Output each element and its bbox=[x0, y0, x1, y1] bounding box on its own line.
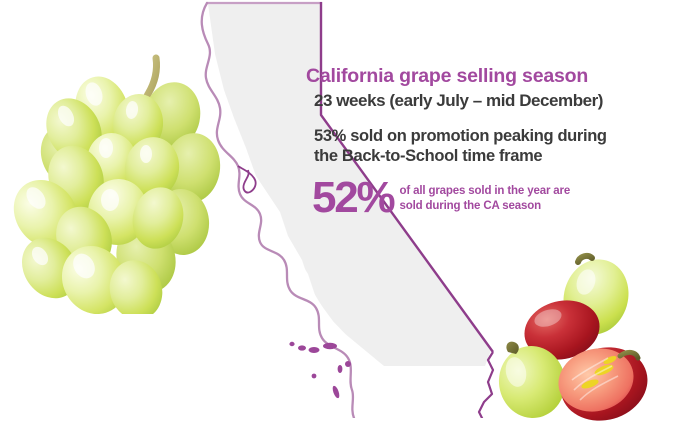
page-title: California grape selling season bbox=[306, 65, 589, 87]
red-grape-halved bbox=[558, 347, 648, 421]
info-text-block: California grape selling season 23 weeks… bbox=[306, 65, 656, 222]
map-fill bbox=[208, 4, 491, 366]
promotion-line-1: 53% sold on promotion peaking during bbox=[314, 126, 607, 145]
green-grape-bottom bbox=[498, 341, 566, 418]
map-border-east bbox=[319, 2, 494, 353]
season-length-text: 23 weeks (early July – mid December) bbox=[314, 91, 604, 111]
map-san-francisco-bay bbox=[237, 165, 257, 194]
green-grape-cluster bbox=[13, 54, 221, 314]
grape-highlights bbox=[26, 82, 152, 279]
promotion-line-2: the Back-to-School time frame bbox=[314, 147, 543, 166]
california-map bbox=[200, 1, 495, 418]
grape-seeds bbox=[581, 355, 617, 389]
mixed-grape-group bbox=[498, 252, 648, 421]
stat-description: of all grapes sold in the year are sold … bbox=[399, 183, 570, 213]
promotion-text: 53% sold on promotion peaking during the… bbox=[314, 126, 634, 167]
stat-description-line-1: of all grapes sold in the year are bbox=[399, 184, 571, 197]
stat-callout: 52% of all grapes sold in the year are s… bbox=[312, 172, 656, 222]
red-grape-whole bbox=[524, 300, 600, 360]
stat-percentage: 52% bbox=[312, 172, 396, 222]
map-coastline bbox=[200, 1, 356, 418]
map-border-colorado-river bbox=[477, 351, 495, 418]
map-channel-islands bbox=[289, 341, 351, 399]
stat-description-line-2: sold during the CA season bbox=[399, 199, 541, 212]
